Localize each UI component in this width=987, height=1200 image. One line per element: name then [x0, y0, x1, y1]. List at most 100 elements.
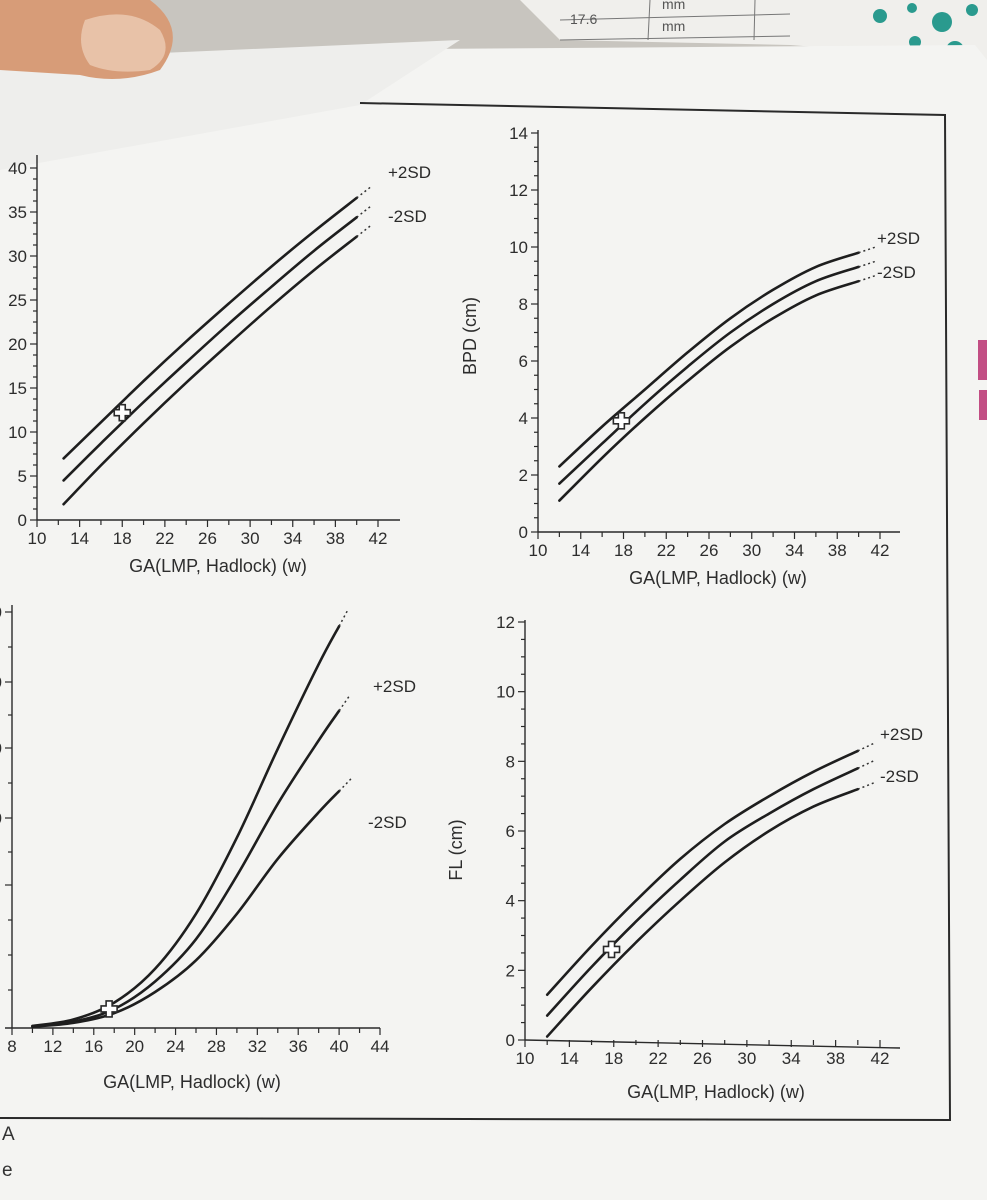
y-tick-label: 10: [509, 238, 528, 257]
y-tick-label: 12: [509, 181, 528, 200]
sheet-rule: [753, 0, 756, 41]
x-tick-label: 18: [614, 541, 633, 560]
sheet-rule: [647, 0, 651, 41]
decor-dot: [966, 4, 978, 16]
series-line-plus2SD: [62, 196, 358, 460]
measurement-marker: [100, 1000, 118, 1018]
y-tick-label: 2: [506, 961, 515, 980]
x-tick-label: 26: [198, 529, 217, 548]
decor-dot: [907, 3, 917, 13]
series-extension: [338, 693, 352, 712]
decor-dot: [932, 12, 952, 32]
x-tick-label: 42: [871, 541, 890, 560]
x-tick-label: 38: [826, 1049, 845, 1068]
x-tick-label: 28: [207, 1037, 226, 1056]
x-tick-label: 26: [700, 541, 719, 560]
x-tick-label: 8: [7, 1037, 16, 1056]
y-tick-label: 14: [509, 124, 528, 143]
series-extension: [858, 259, 878, 268]
series-group: +2SD -2SD: [558, 229, 920, 502]
y-tick-label: 35: [8, 203, 27, 222]
series-extension: [356, 184, 373, 199]
y-tick-label: 10: [8, 423, 27, 442]
chart-bottom-right: 10 14 18 22 26 30 34 38 42 0 2 4 6 8 10 12 +2SD -2SD GA(…: [446, 613, 923, 1102]
series-label: +2SD: [880, 725, 923, 744]
y-tick-label: 4: [506, 892, 515, 911]
chart-bottom-left: 8121620242832364044000000 +2SD-2SD GA(LM…: [0, 603, 416, 1092]
x-tick-label: 40: [330, 1037, 349, 1056]
y-tick-label: 00: [0, 673, 2, 692]
series-extension: [857, 759, 877, 769]
chart-top-right: 10 14 18 22 26 30 34 38 42 0 2 4 6 8 10 12 14 +2SD -2SD G…: [460, 124, 920, 588]
series-label: +2SD: [388, 163, 431, 182]
y-tick-label: 0: [519, 523, 528, 542]
series-extension: [857, 741, 877, 752]
sheet-rule: [559, 13, 791, 21]
series-extension: [858, 245, 878, 254]
y-tick-label: 0: [506, 1031, 515, 1050]
ticks: 8121620242832364044000000: [0, 603, 389, 1056]
y-tick-label: 0: [0, 739, 2, 758]
decor-dot: [873, 9, 887, 23]
series-label: +2SD: [373, 677, 416, 696]
x-tick-label: 14: [560, 1049, 579, 1068]
y-tick-label: 4: [519, 409, 528, 428]
x-tick-label: 30: [742, 541, 761, 560]
page-mark-a: A: [2, 1124, 15, 1145]
x-axis-title: GA(LMP, Hadlock) (w): [629, 568, 807, 588]
y-tick-label: 12: [496, 613, 515, 632]
y-tick-label: 30: [8, 247, 27, 266]
y-tick-label: 0: [0, 809, 2, 828]
measurement-marker: [612, 412, 631, 430]
y-tick-label: 25: [8, 291, 27, 310]
x-axis-title: GA(LMP, Hadlock) (w): [129, 556, 307, 576]
x-tick-label: 20: [125, 1037, 144, 1056]
x-tick-label: 34: [283, 529, 302, 548]
x-tick-label: 26: [693, 1049, 712, 1068]
x-axis: [524, 1039, 901, 1049]
x-axis-title: GA(LMP, Hadlock) (w): [627, 1082, 805, 1102]
y-tick-label: 6: [519, 352, 528, 371]
page-mark-e: e: [2, 1160, 13, 1181]
x-tick-label: 42: [369, 529, 388, 548]
measurement-marker: [602, 940, 621, 959]
y-tick-label: 15: [8, 379, 27, 398]
x-tick-label: 42: [871, 1049, 890, 1068]
x-tick-label: 38: [828, 541, 847, 560]
y-tick-label: 8: [519, 295, 528, 314]
series-extension: [338, 608, 350, 627]
x-tick-label: 36: [289, 1037, 308, 1056]
top-sheet: [520, 0, 987, 60]
series-line-mean: [62, 216, 358, 482]
series-line-plus2SD: [558, 251, 860, 468]
chart-top-left: 10 14 18 22 26 30 34 38 42 0 5 10 15 20 25 30 35 40 +2SD -…: [8, 155, 431, 576]
x-tick-label: 44: [371, 1037, 390, 1056]
x-tick-label: 14: [571, 541, 590, 560]
series-line-minus2SD: [558, 279, 860, 502]
ticks: 10 14 18 22 26 30 34 38 42 0 2 4 6 8 10 12 14: [509, 124, 889, 560]
series-extension: [356, 223, 373, 238]
series-line-minus2SD: [62, 235, 358, 506]
x-tick-label: 32: [248, 1037, 267, 1056]
series-group: +2SD -2SD: [545, 725, 923, 1038]
x-tick-label: 22: [155, 529, 174, 548]
series-extension: [858, 274, 878, 282]
y-tick-label: 5: [18, 467, 27, 486]
x-tick-label: 18: [604, 1049, 623, 1068]
decor-strip: [978, 340, 987, 380]
y-tick-label: 8: [506, 752, 515, 771]
sheet-unit-top: mm: [662, 0, 685, 12]
x-tick-label: 12: [43, 1037, 62, 1056]
paper: [0, 45, 987, 1200]
y-axis-title: FL (cm): [446, 819, 466, 880]
series-line-minus2SD: [545, 787, 860, 1038]
x-tick-label: 34: [782, 1049, 801, 1068]
y-tick-label: 2: [519, 466, 528, 485]
x-tick-label: 24: [166, 1037, 185, 1056]
series-extension: [857, 781, 877, 790]
x-tick-label: 18: [113, 529, 132, 548]
ticks: 10 14 18 22 26 30 34 38 42 0 5 10 15 20 25 30 35 40: [8, 159, 387, 548]
series-line-mean: [558, 265, 860, 485]
